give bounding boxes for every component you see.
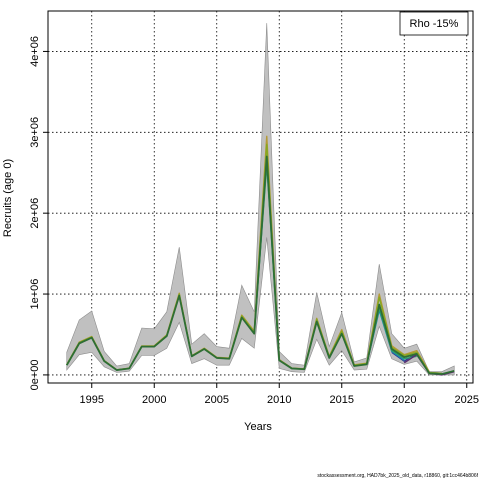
x-tick-label: 2005 [205,394,229,406]
series-line-0 [65,155,455,376]
legend: Rho -15% [399,11,469,36]
y-tick-label: 1e+06 [29,279,41,310]
y-tick-label: 0e+00 [29,359,41,390]
x-axis-title: Years [244,421,272,433]
y-axis-title: Recruits (age 0) [2,159,14,237]
footer-source: stockassessment.org, HAD7bk_2025_old_dat… [317,473,478,479]
y-tick-label: 2e+06 [29,198,41,229]
series-layer [65,135,455,376]
x-tick-label: 2020 [392,394,416,406]
y-tick-label: 4e+06 [29,36,41,67]
legend-box [399,11,469,36]
legend-label: Rho -15% [410,18,459,30]
y-tick-label: 3e+06 [29,117,41,148]
x-tick-label: 2000 [142,394,166,406]
axis-layer: 1995 2000 2005 2010 2015 2020 2025 0e+00 1e+06 2e… [29,10,479,406]
x-tick-label: 2010 [267,394,291,406]
confidence-band [66,23,455,376]
x-tick-label: 2015 [330,394,354,406]
x-tick-label: 2025 [455,394,479,406]
plot-frame [47,10,474,384]
confidence-band-layer [66,23,455,376]
x-tick-label: 1995 [80,394,104,406]
